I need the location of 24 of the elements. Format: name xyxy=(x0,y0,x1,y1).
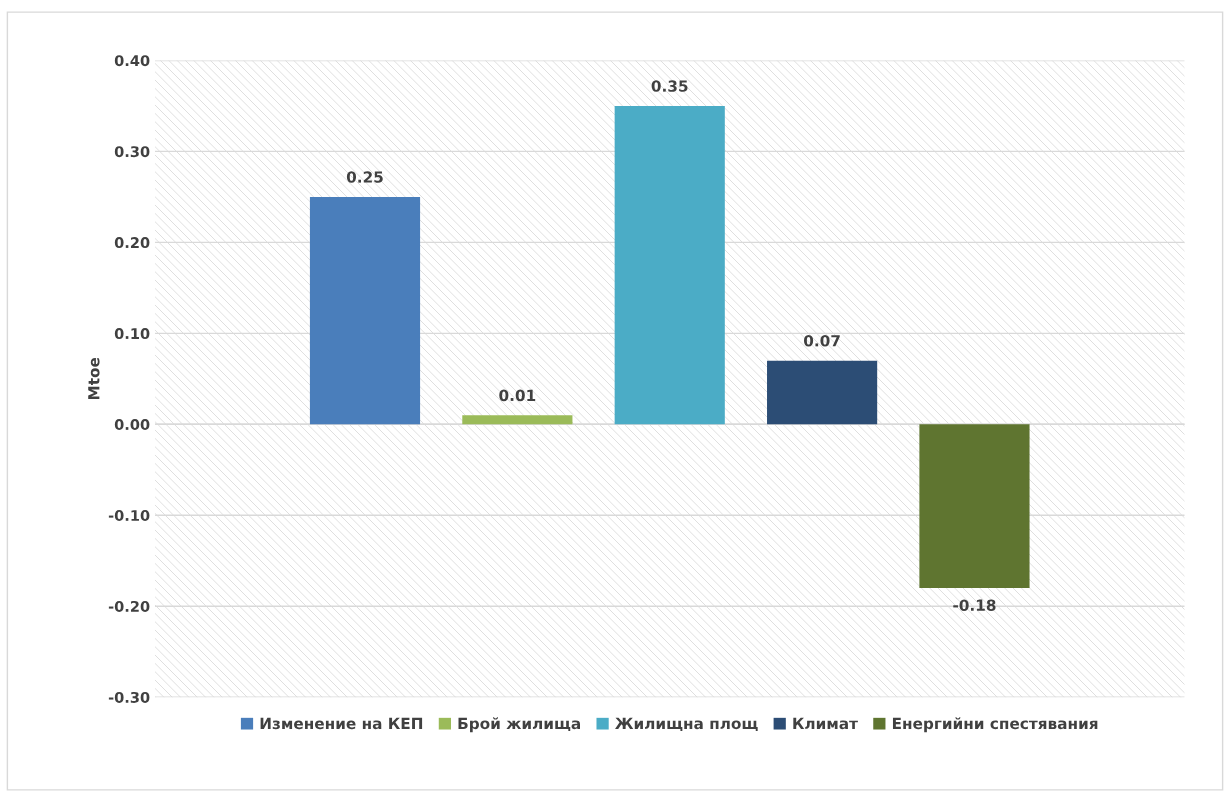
legend-label: Климат xyxy=(793,717,858,730)
data-label: 0.25 xyxy=(346,171,383,183)
y-axis-title: Mtoe xyxy=(88,357,100,400)
legend-label: Жилищна площ xyxy=(615,717,758,732)
bar xyxy=(614,105,725,425)
y-tick-label: -0.20 xyxy=(108,600,150,612)
data-label: 0.07 xyxy=(803,335,840,347)
data-label: -0.18 xyxy=(953,599,996,611)
y-tick-label: 0.10 xyxy=(114,328,150,340)
legend-label: Изменение на КЕП xyxy=(260,717,423,730)
data-label: 0.35 xyxy=(651,80,688,92)
legend-label: Енергийни спестявания xyxy=(892,717,1098,733)
bar xyxy=(767,360,878,425)
y-tick-label: -0.10 xyxy=(108,509,150,522)
y-tick-label: 0.30 xyxy=(114,146,150,158)
y-tick-label: -0.30 xyxy=(108,691,150,703)
bar xyxy=(919,424,1030,589)
bar xyxy=(309,196,421,425)
bar xyxy=(462,415,573,425)
y-tick-label: 0.00 xyxy=(114,419,150,431)
y-tick-label: 0.20 xyxy=(114,237,150,249)
legend-label: Брой жилища xyxy=(458,717,580,733)
data-label: 0.01 xyxy=(499,389,536,402)
y-tick-label: 0.40 xyxy=(114,55,150,67)
